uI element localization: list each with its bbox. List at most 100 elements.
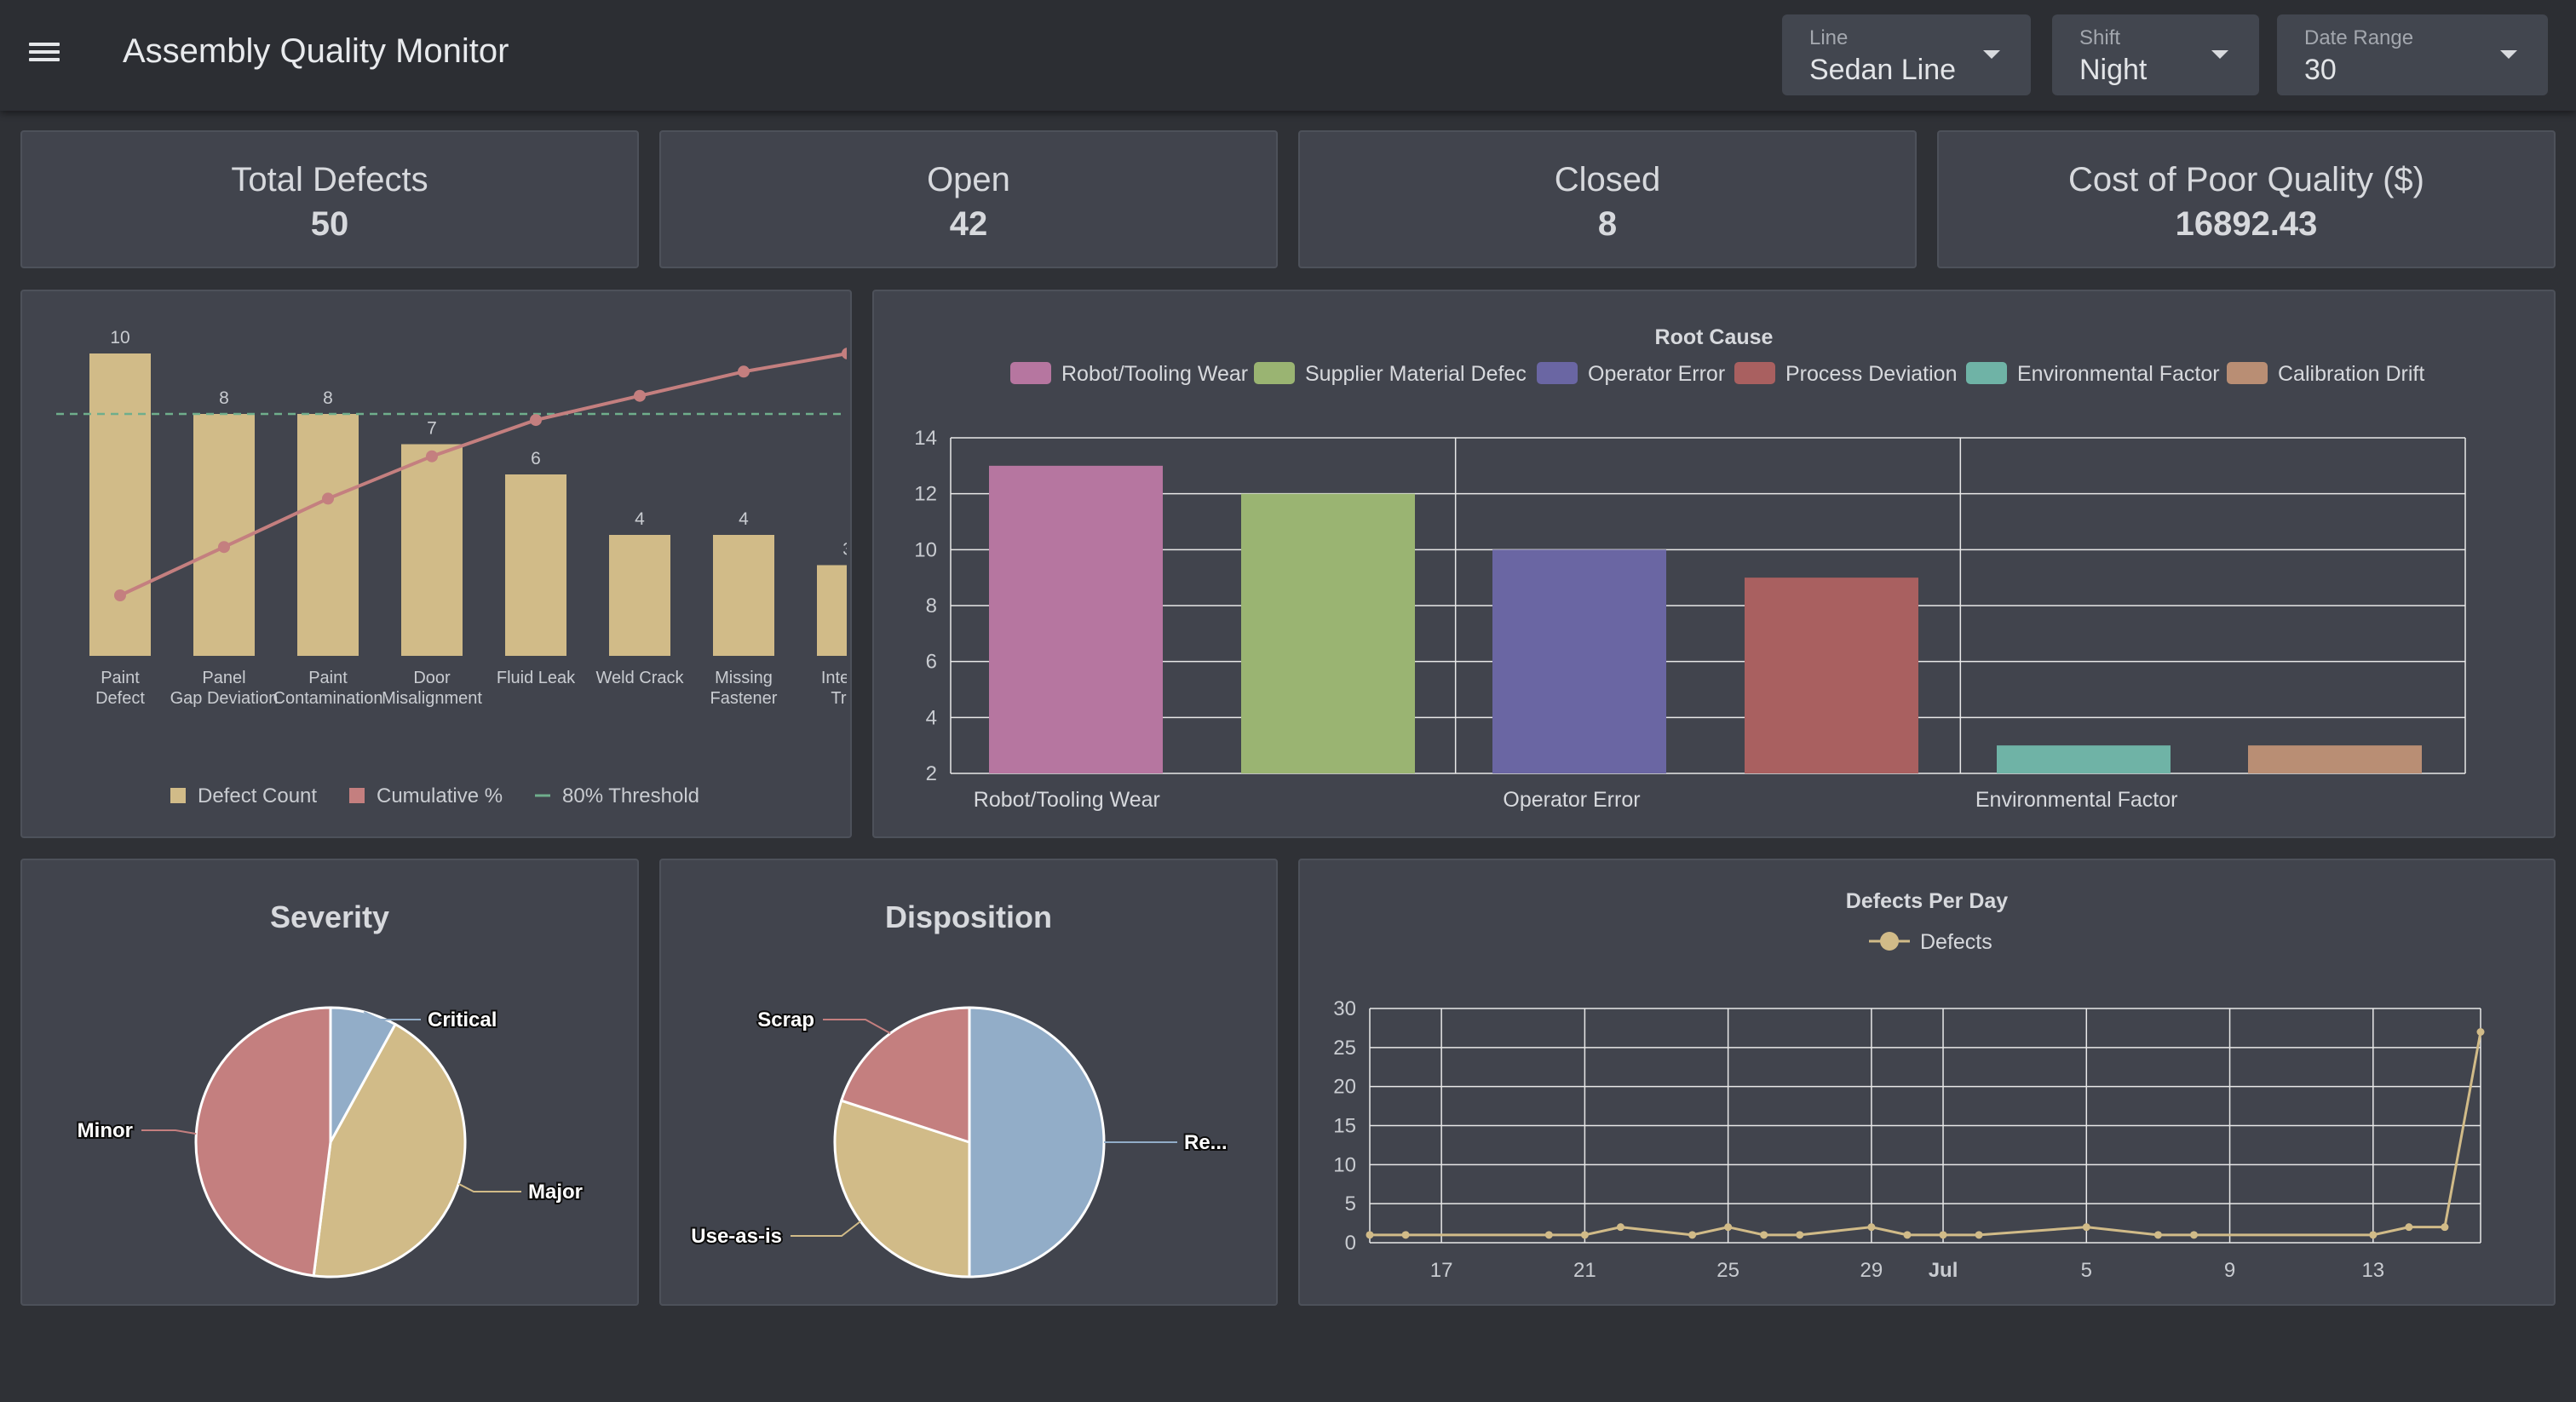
pareto-x-tick-label: Trim (831, 689, 850, 708)
disposition-title: Disposition (885, 899, 1052, 934)
pareto-data-label: 8 (323, 388, 333, 408)
disposition-pie-chart: Re... Use-as-is Scrap (689, 1006, 1229, 1278)
pareto-chart: 10 Paint Defect 8 Panel Gap Deviation 8 Paint Co… (56, 328, 850, 807)
x-tick-label: 29 (1860, 1259, 1883, 1282)
legend-swatch (1880, 932, 1899, 951)
y-tick-label: 15 (1333, 1115, 1356, 1138)
cumulative-point (634, 389, 646, 402)
pie-label: Minor (78, 1119, 133, 1142)
legend-swatch (1966, 362, 2007, 384)
kpi-value: 42 (949, 205, 988, 243)
x-tick-label: 13 (2361, 1259, 2384, 1282)
kpi-label: Total Defects (231, 161, 428, 198)
y-tick-label: 0 (1345, 1232, 1356, 1255)
y-tick-label: 10 (1333, 1153, 1356, 1176)
severity-pie-chart: Critical Major Minor (76, 1006, 584, 1278)
date-range-select[interactable]: Date Range 30 (2277, 14, 2548, 95)
pareto-data-label: 7 (427, 419, 437, 439)
defects-point (1724, 1223, 1733, 1232)
pareto-x-tick-label: Weld Crack (596, 669, 685, 687)
menu-icon[interactable] (29, 38, 61, 72)
defects-point (1867, 1223, 1876, 1232)
defects-point (1975, 1231, 1983, 1239)
x-tick-label: 5 (2081, 1259, 2092, 1282)
pareto-legend: Defect Count Cumulative % 80% Threshold (170, 784, 699, 807)
cumulative-point (114, 589, 126, 601)
pie-slice (194, 1006, 332, 1278)
cumulative-point (842, 348, 847, 359)
pareto-x-tick-label: Interior (821, 669, 850, 687)
pareto-chart-card: 10 Paint Defect 8 Panel Gap Deviation 8 Paint Co… (20, 290, 852, 838)
x-tick-label: 17 (1430, 1259, 1453, 1282)
defects-point (1544, 1231, 1553, 1239)
defects-grid: 0 5 10 15 20 25 30 17 21 25 29 Jul 5 9 13 (1333, 997, 2481, 1282)
pie-label: Use-as-is (691, 1225, 782, 1248)
defects-point (2189, 1231, 2198, 1239)
pie-leader-line (363, 1011, 421, 1020)
root-cause-bar (2248, 745, 2422, 773)
severity-title: Severity (269, 899, 390, 934)
line-select[interactable]: Line Sedan Line (1782, 14, 2031, 95)
defects-point (1401, 1231, 1410, 1239)
shift-select[interactable]: Shift Night (2052, 14, 2259, 95)
cumulative-point (530, 414, 542, 427)
kpi-label: Cost of Poor Quality ($) (2068, 161, 2424, 198)
legend-label: Environmental Factor (2017, 362, 2220, 386)
kpi-value: 16892.43 (2175, 205, 2318, 243)
root-cause-title: Root Cause (1655, 325, 1774, 349)
defects-point (2441, 1223, 2449, 1232)
pareto-x-tick-label: Fluid Leak (497, 669, 576, 687)
shift-select-value: Night (2079, 54, 2148, 86)
defects-point (1939, 1231, 1947, 1239)
pareto-x-tick-label: Paint (101, 669, 140, 687)
pareto-x-tick-label: Missing (715, 669, 773, 687)
pie-label: Major (528, 1181, 583, 1204)
disposition-chart-card: Disposition Re... Use-as-is Scrap (659, 859, 1278, 1306)
defects-point (1760, 1231, 1768, 1239)
root-cause-bar (989, 465, 1163, 773)
legend-label: Calibration Drift (2278, 362, 2424, 386)
line-select-value: Sedan Line (1809, 54, 1957, 86)
defects-legend: Defects (1869, 930, 1992, 954)
pareto-bar (713, 535, 774, 656)
legend-swatch (1010, 362, 1051, 384)
legend-label: Operator Error (1588, 362, 1725, 386)
kpi-card-closed: Closed 8 (1298, 130, 1917, 268)
defects-point (1366, 1231, 1374, 1239)
defects-point (2082, 1223, 2090, 1232)
y-tick-label: 6 (926, 651, 937, 674)
root-cause-chart: Root Cause Robot/Tooling Wear Supplier Mat… (914, 325, 2466, 812)
defects-point (2405, 1223, 2413, 1232)
pareto-x-tick-label: Paint (308, 669, 348, 687)
pie-label: Critical (428, 1008, 497, 1031)
x-tick-label: Environmental Factor (1975, 788, 2178, 812)
legend-swatch (1254, 362, 1295, 384)
y-tick-label: 30 (1333, 997, 1356, 1020)
root-cause-bar (1745, 577, 1918, 773)
pareto-bar (505, 474, 566, 656)
pareto-data-label: 4 (635, 509, 645, 529)
pareto-bar (401, 444, 463, 656)
y-tick-label: 8 (926, 595, 937, 618)
y-tick-label: 20 (1333, 1076, 1356, 1099)
x-tick-label: Operator Error (1503, 788, 1640, 812)
defects-per-day-chart: Defects Per Day Defects 0 5 10 15 20 25 30 17 21 25… (1333, 889, 2485, 1282)
line-select-label: Line (1809, 26, 1849, 49)
legend-label: Robot/Tooling Wear (1061, 362, 1248, 386)
pareto-x-tick-label: Contamination (273, 689, 383, 708)
chevron-down-icon (2211, 50, 2228, 59)
x-tick-label: Robot/Tooling Wear (974, 788, 1160, 812)
legend-label: Cumulative % (377, 784, 503, 807)
pie-leader-line (823, 1019, 891, 1035)
pareto-data-label: 10 (110, 328, 129, 348)
root-cause-bar (1241, 493, 1415, 773)
x-tick-label: 25 (1716, 1259, 1739, 1282)
root-cause-bar (1492, 549, 1666, 773)
pareto-x-tick-label: Door (413, 669, 451, 687)
defects-point (2153, 1231, 2162, 1239)
pie-slice (839, 1006, 971, 1145)
defects-point (1688, 1231, 1697, 1239)
pie-label: Scrap (757, 1008, 814, 1031)
pareto-x-tick-label: Defect (95, 689, 145, 708)
pareto-x-tick-label: Panel (202, 669, 245, 687)
